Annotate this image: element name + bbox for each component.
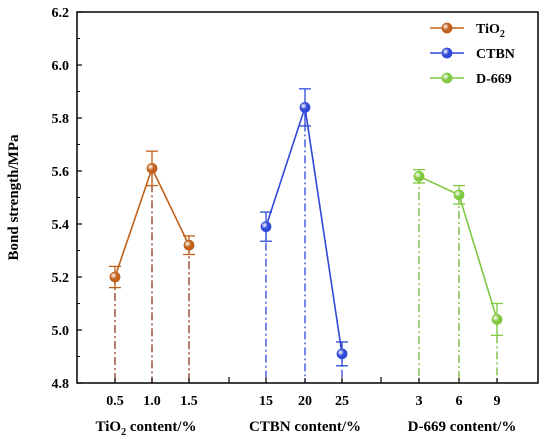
data-point-D-669-1	[453, 189, 465, 201]
data-point-CTBN-1	[299, 102, 311, 113]
x-tick-label: 6	[456, 394, 463, 409]
series-line-CTBN	[265, 107, 343, 354]
legend-marker-D-669	[441, 72, 453, 84]
y-tick-label: 6.0	[52, 59, 70, 74]
group-axis-label-CTBN: CTBN content/%	[249, 419, 361, 435]
data-point-TiO-0	[109, 271, 121, 283]
y-axis-label: Bond strength/MPa	[6, 134, 22, 260]
data-point-TiO-2	[183, 239, 195, 251]
x-tick-label: 25	[335, 394, 349, 409]
x-tick-label: 3	[416, 394, 423, 409]
data-point-CTBN-2	[336, 348, 348, 360]
x-tick-label: 1.5	[180, 394, 198, 409]
data-point-TiO-1	[146, 162, 158, 174]
x-tick-label: 15	[259, 394, 273, 409]
data-point-CTBN-0	[260, 221, 272, 233]
x-tick-label: 9	[494, 394, 501, 409]
y-tick-label: 5.8	[52, 112, 70, 127]
legend-marker-TiO	[441, 22, 453, 34]
y-tick-label: 4.8	[52, 377, 70, 392]
plot-frame	[76, 11, 539, 384]
y-tick-label: 5.2	[52, 271, 70, 286]
data-point-D-669-2	[491, 313, 503, 325]
y-tick-label: 5.0	[52, 324, 70, 339]
legend-label-CTBN: CTBN	[476, 47, 515, 62]
legend-label-TiO: TiO2	[476, 22, 505, 40]
group-axis-label-D-669: D-669 content/%	[408, 419, 517, 435]
data-point-D-669-0	[413, 170, 425, 182]
x-tick-label: 1.0	[143, 394, 161, 409]
legend-label-D-669: D-669	[476, 72, 512, 87]
x-tick-label: 20	[298, 394, 312, 409]
group-axis-label-TiO: TiO2 content/%	[96, 419, 197, 438]
y-tick-label: 5.6	[52, 165, 70, 180]
legend-marker-CTBN	[441, 47, 453, 59]
y-tick-label: 6.2	[52, 6, 70, 21]
y-tick-label: 5.4	[52, 218, 70, 233]
x-tick-label: 0.5	[106, 394, 124, 409]
